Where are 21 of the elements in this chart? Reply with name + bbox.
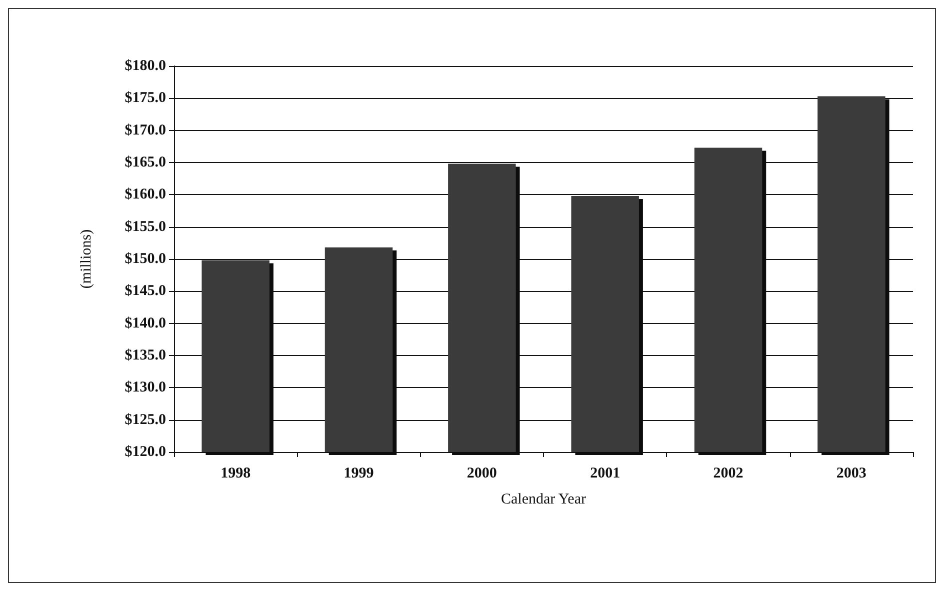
y-axis-title: (millions) bbox=[78, 229, 94, 289]
y-tick-label: $145.0 bbox=[124, 283, 166, 300]
y-tick-label: $155.0 bbox=[124, 218, 166, 235]
x-tick-label: 1999 bbox=[344, 466, 374, 482]
x-axis-title: Calendar Year bbox=[501, 492, 586, 508]
y-tick-label: $170.0 bbox=[124, 122, 166, 138]
x-tick-label: 2001 bbox=[590, 466, 620, 482]
y-tick-label: $125.0 bbox=[124, 412, 166, 428]
y-tick-label: $135.0 bbox=[124, 348, 166, 364]
x-tick-label: 2002 bbox=[713, 466, 744, 482]
y-tick-label: $160.0 bbox=[124, 186, 166, 203]
y-tick-label: $175.0 bbox=[124, 90, 166, 106]
x-tick-label: 1998 bbox=[220, 466, 251, 482]
y-tick-label: $165.0 bbox=[124, 154, 166, 170]
y-tick-label: $130.0 bbox=[124, 380, 166, 396]
x-tick-label: 2003 bbox=[836, 466, 866, 482]
y-tick-label: $180.0 bbox=[124, 58, 166, 74]
y-tick-label: $140.0 bbox=[124, 315, 166, 332]
y-tick-label: $120.0 bbox=[124, 444, 166, 460]
y-tick-label: $150.0 bbox=[124, 251, 166, 267]
x-tick-label: 2000 bbox=[466, 466, 497, 482]
